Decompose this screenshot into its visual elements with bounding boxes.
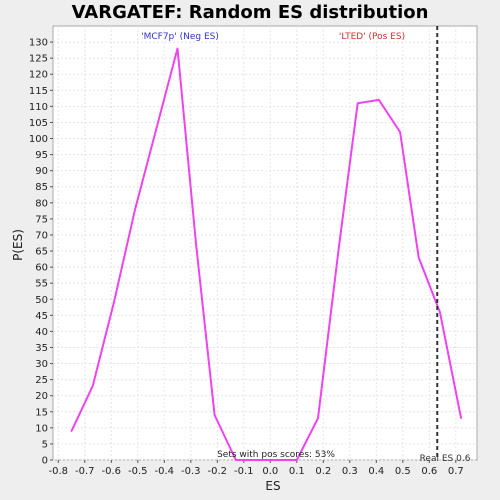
y-tick-label: 95: [35, 150, 48, 161]
y-tick-label: 100: [29, 134, 48, 145]
data-point: [213, 414, 216, 416]
data-point: [277, 459, 280, 461]
x-tick-label: -0.5: [128, 466, 148, 477]
y-axis-ticks: 0 5 10 15 20 25 30 35 40 45 50 55 60 65 70 75 80 85 90 95 10…: [29, 38, 53, 467]
x-tick-label: -0.7: [75, 466, 95, 477]
pos-scores-label: Sets with pos scores: 53%: [217, 450, 335, 460]
y-tick-label: 125: [29, 54, 48, 65]
x-tick-label: 0.0: [262, 466, 278, 477]
data-point: [256, 459, 258, 461]
y-tick-label: 10: [35, 423, 48, 434]
data-point: [296, 459, 298, 461]
data-point: [155, 128, 158, 130]
x-tick-label: -0.8: [49, 466, 69, 477]
y-tick-label: 115: [29, 86, 48, 97]
data-point: [378, 99, 380, 101]
y-tick-label: 35: [35, 343, 48, 354]
data-point: [134, 208, 136, 211]
y-tick-label: 70: [35, 230, 48, 241]
y-tick-label: 30: [35, 359, 48, 370]
x-tick-label: 0.2: [315, 466, 331, 477]
data-point: [356, 102, 359, 104]
x-tick-label: -0.2: [208, 466, 228, 477]
real-es-label: Real ES 0.6: [420, 454, 471, 464]
y-tick-label: 45: [35, 311, 48, 322]
data-point: [113, 301, 115, 304]
x-axis-ticks: -0.8 -0.7 -0.6 -0.5 -0.4 -0.3 -0.2 -0.1 0.0 0.1 0.…: [49, 460, 464, 477]
y-tick-label: 15: [35, 407, 48, 418]
x-tick-label: -0.1: [234, 466, 254, 477]
x-tick-label: 0.3: [342, 466, 358, 477]
data-point: [439, 311, 441, 313]
x-axis-title: ES: [265, 479, 280, 493]
x-tick-label: -0.6: [102, 466, 122, 477]
x-tick-label: 0.4: [368, 466, 384, 477]
data-point: [91, 385, 94, 387]
series-lines: [70, 47, 463, 461]
y-tick-label: 60: [35, 263, 48, 274]
x-tick-label: -0.3: [181, 466, 201, 477]
y-tick-label: 130: [29, 38, 48, 49]
neg-es-label: 'MCF7p' (Neg ES): [141, 32, 219, 42]
x-tick-label: 0.7: [448, 466, 464, 477]
y-tick-label: 120: [29, 70, 48, 81]
data-point: [399, 131, 401, 133]
x-tick-label: 0.1: [289, 466, 305, 477]
y-tick-label: 20: [35, 391, 48, 402]
y-tick-label: 50: [35, 295, 48, 306]
plot-area: [52, 25, 478, 461]
data-point: [195, 243, 197, 246]
y-tick-label: 65: [35, 247, 48, 258]
y-tick-label: 110: [29, 102, 48, 113]
x-tick-label: 0.5: [395, 466, 411, 477]
pos-es-label: 'LTED' (Pos ES): [339, 32, 405, 42]
y-tick-label: 40: [35, 327, 48, 338]
chart-title: VARGATEF: Random ES distribution: [72, 2, 429, 23]
y-axis-title: P(ES): [11, 229, 25, 261]
es-distribution-line: [70, 47, 463, 461]
y-tick-label: 55: [35, 279, 48, 290]
data-point: [460, 417, 462, 420]
data-point: [317, 417, 319, 420]
y-tick-label: 5: [42, 439, 48, 450]
y-tick-label: 75: [35, 214, 48, 225]
data-point: [235, 459, 237, 461]
x-tick-label: 0.6: [421, 466, 437, 477]
data-point: [338, 243, 341, 246]
y-tick-label: 85: [35, 182, 48, 193]
y-tick-label: 0: [42, 456, 48, 467]
data-point: [70, 430, 73, 432]
data-point: [176, 47, 179, 50]
y-tick-label: 105: [29, 118, 48, 129]
data-point: [417, 256, 420, 259]
x-tick-label: -0.4: [155, 466, 175, 477]
y-tick-label: 80: [35, 198, 48, 209]
y-tick-label: 25: [35, 375, 48, 386]
y-tick-label: 90: [35, 166, 48, 177]
